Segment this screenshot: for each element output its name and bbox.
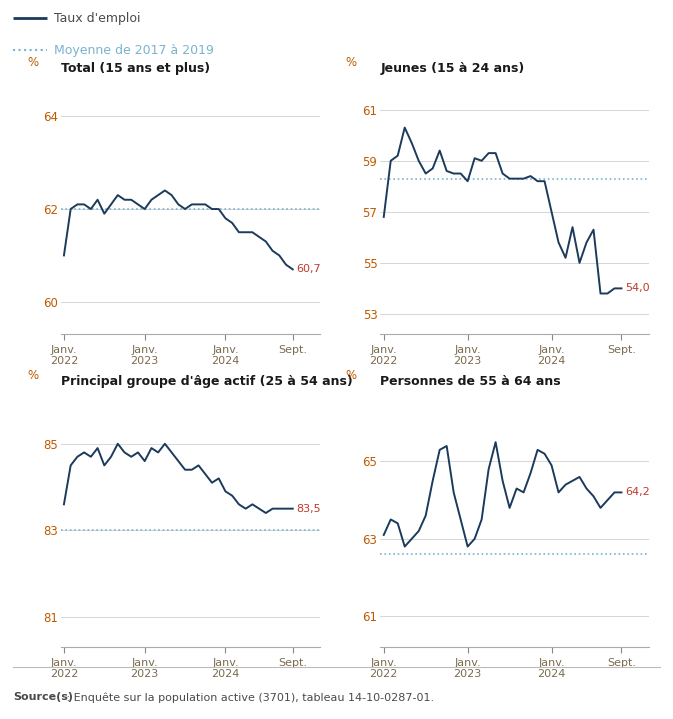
Text: 83,5: 83,5 (296, 504, 321, 513)
Text: %: % (345, 56, 357, 69)
Text: 54,0: 54,0 (625, 283, 649, 293)
Text: Moyenne de 2017 à 2019: Moyenne de 2017 à 2019 (54, 44, 214, 57)
Text: Taux d'emploi: Taux d'emploi (54, 12, 141, 24)
Text: Source(s): Source(s) (13, 692, 73, 702)
Text: 60,7: 60,7 (296, 265, 321, 275)
Text: %: % (345, 369, 357, 382)
Text: Principal groupe d'âge actif (25 à 54 ans): Principal groupe d'âge actif (25 à 54 an… (61, 375, 353, 388)
Text: Personnes de 55 à 64 ans: Personnes de 55 à 64 ans (380, 375, 561, 388)
Text: Jeunes (15 à 24 ans): Jeunes (15 à 24 ans) (380, 62, 524, 75)
Text: : Enquête sur la population active (3701), tableau 14-10-0287-01.: : Enquête sur la population active (3701… (63, 692, 433, 702)
Text: Total (15 ans et plus): Total (15 ans et plus) (61, 62, 210, 75)
Text: %: % (27, 369, 38, 382)
Text: %: % (27, 56, 38, 69)
Text: 64,2: 64,2 (625, 487, 649, 498)
